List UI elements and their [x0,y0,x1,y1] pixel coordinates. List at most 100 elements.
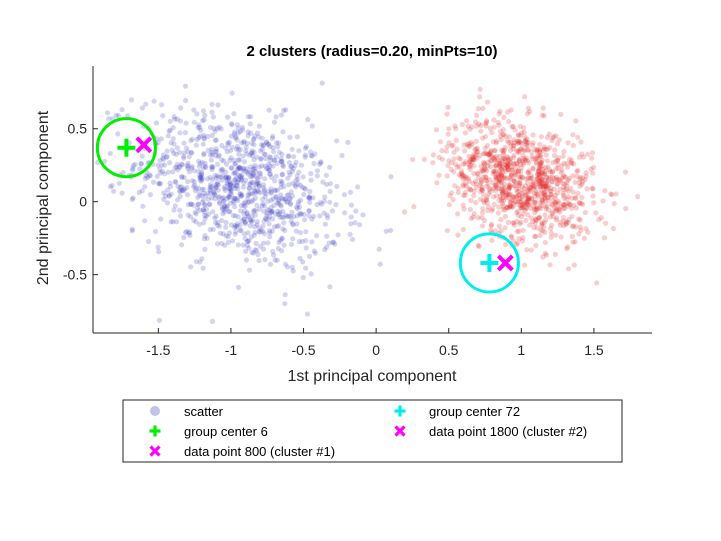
scatter-point [232,204,238,210]
scatter-point [256,170,263,176]
scatter-point [580,179,586,185]
scatter-point [119,107,125,113]
scatter-point [594,280,600,286]
scatter-point [262,257,268,263]
scatter-point [246,245,252,251]
scatter-point [201,117,207,123]
scatter-point [167,184,174,190]
scatter-point [244,166,250,172]
scatter-point [539,221,545,227]
scatter-point [515,132,521,138]
scatter-point [164,148,170,154]
scatter-point [460,202,466,208]
scatter-point [294,134,300,140]
scatter-point [214,126,220,132]
scatter-point [284,199,291,205]
scatter-point [266,188,272,194]
scatter-point [227,182,234,188]
scatter-point [449,160,455,166]
scatter-point [204,235,210,241]
scatter-point [553,206,559,212]
scatter-point [219,240,225,247]
scatter-point [553,200,559,206]
scatter-point [215,222,221,228]
scatter-point [294,213,300,219]
scatter-point [462,173,468,179]
scatter-point [290,180,296,186]
scatter-point [493,174,499,180]
scatter-point [213,175,219,181]
scatter-point [526,184,532,190]
scatter-point [495,174,501,180]
scatter-point [602,188,608,194]
scatter-point [470,180,476,186]
scatter-point [525,202,532,208]
scatter-point [249,153,256,159]
scatter-point [197,175,203,181]
scatter-point [555,200,561,206]
scatter-point [164,154,170,160]
scatter-point [568,161,575,167]
scatter-point [177,184,183,190]
scatter-point [538,159,544,165]
x-tick-label: 0 [372,342,380,358]
scatter-point [548,234,554,240]
scatter-point [548,192,554,198]
scatter-point [261,202,267,209]
scatter-point [216,174,222,180]
scatter-point [209,164,215,170]
scatter-point [564,183,570,189]
scatter-point [196,190,202,196]
scatter-point [355,184,361,190]
scatter-point [264,165,270,171]
scatter-point [570,239,576,245]
scatter-point [289,193,295,199]
scatter-point [223,145,229,151]
scatter-point [186,169,192,175]
scatter-point [504,164,510,170]
scatter-point [536,214,543,220]
scatter-point [473,152,479,158]
scatter-point [537,179,543,185]
scatter-point [556,137,563,143]
scatter-point [488,149,494,155]
scatter-point [485,207,491,214]
scatter-point [517,176,523,182]
scatter-point [247,223,253,229]
scatter-point [342,210,348,216]
scatter-point [227,157,233,163]
scatter-point [467,159,473,165]
scatter-point [283,107,289,113]
scatter-point [478,180,484,186]
scatter-point [536,171,542,177]
scatter-point [255,130,261,136]
scatter-point [482,134,489,140]
scatter-point [335,232,341,238]
scatter-point [231,195,237,201]
scatter-point [225,239,231,245]
scatter-point [576,199,583,205]
scatter-point [540,166,546,172]
scatter-point [270,144,276,151]
scatter-point [543,183,549,189]
scatter-point [558,169,564,175]
scatter-point [232,213,238,219]
scatter-point [539,220,545,226]
scatter-point [322,221,328,227]
scatter-point [611,201,617,207]
scatter-point [481,200,488,206]
scatter-point [469,156,476,162]
scatter-point [446,140,452,146]
scatter-point [250,179,256,186]
scatter-point [499,173,505,179]
scatter-point [259,163,265,169]
scatter-point [463,159,469,165]
scatter-point [233,146,239,152]
scatter-point [258,171,264,177]
scatter-point [521,262,528,268]
scatter-point [528,195,535,201]
scatter-point [543,206,549,212]
scatter-point [193,211,199,217]
scatter-point [197,173,203,179]
scatter-point [267,144,273,150]
